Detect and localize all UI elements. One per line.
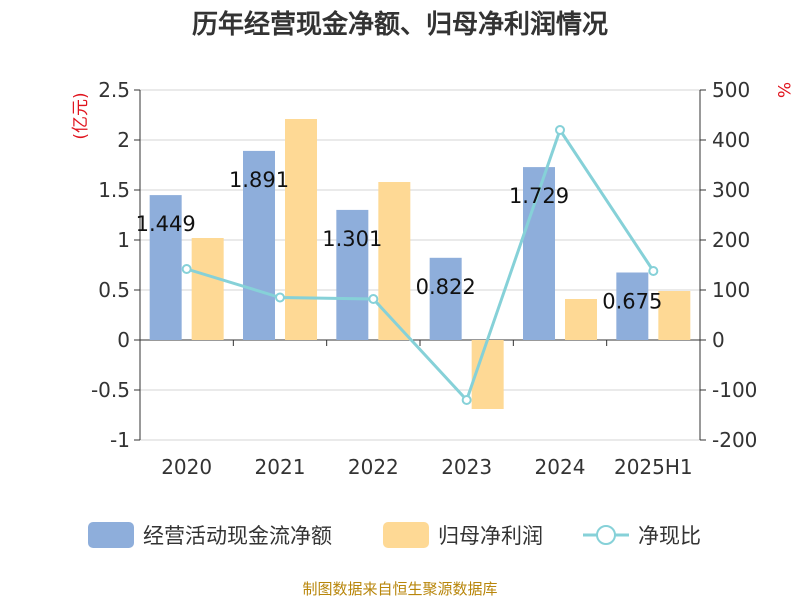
data-label: 1.449	[136, 212, 196, 236]
left-tick-label: 1	[117, 228, 130, 252]
left-tick-label: 2.5	[98, 78, 130, 102]
right-tick-label: 500	[712, 78, 750, 102]
x-tick-label: 2023	[441, 455, 492, 479]
x-axis: 2020 2021 2022 2023 2024 2025H1	[140, 339, 700, 479]
left-tick-label: 2	[117, 128, 130, 152]
right-tick-label: -100	[712, 378, 757, 402]
data-label: 0.822	[416, 275, 476, 299]
x-tick-label: 2022	[348, 455, 399, 479]
chart-title: 历年经营现金净额、归母净利润情况	[192, 9, 608, 40]
left-axis: 2.5 2 1.5 1 0.5 0 -0.5 -1 (亿元)	[71, 78, 141, 452]
right-axis-unit: %	[773, 82, 793, 98]
left-tick-label: -0.5	[91, 378, 130, 402]
right-tick-label: 400	[712, 128, 750, 152]
bar	[429, 257, 462, 340]
bar	[523, 167, 555, 340]
bar	[616, 272, 649, 340]
line-point	[648, 266, 659, 276]
line-point	[368, 294, 379, 304]
legend: 经营活动现金流净额 归母净利润 净现比	[88, 522, 701, 548]
x-tick-label: 2024	[535, 455, 586, 479]
legend-label: 归母净利润	[438, 524, 543, 548]
bar	[243, 150, 275, 340]
data-label: 1.729	[509, 184, 569, 208]
line-series	[181, 125, 659, 405]
grid-lines	[140, 89, 700, 441]
line-point	[275, 292, 285, 303]
line-point	[461, 395, 472, 405]
left-tick-label: 1.5	[98, 178, 130, 202]
line-point	[181, 264, 192, 274]
legend-label: 净现比	[638, 524, 701, 548]
right-tick-label: -200	[712, 428, 757, 452]
legend-label: 经营活动现金流净额	[143, 524, 332, 548]
line-point	[555, 125, 565, 135]
left-axis-unit: (亿元)	[71, 92, 91, 139]
right-tick-label: 200	[712, 228, 750, 252]
bar	[191, 238, 224, 340]
x-tick-label: 2025H1	[614, 455, 693, 479]
x-tick-label: 2021	[255, 455, 306, 479]
left-tick-label: 0	[117, 328, 130, 352]
right-axis: 500 400 300 200 100 0 -100 -200%	[699, 78, 793, 452]
source-note: 制图数据来自恒生聚源数据库	[302, 580, 497, 598]
right-tick-label: 300	[712, 178, 750, 202]
right-tick-label: 0	[712, 328, 725, 352]
legend-swatch	[383, 522, 429, 548]
legend-swatch	[88, 522, 134, 548]
legend-marker	[596, 525, 616, 545]
data-label: 0.675	[602, 290, 662, 314]
left-tick-label: 0.5	[98, 278, 130, 302]
bar	[285, 119, 317, 340]
data-label: 1.301	[322, 227, 382, 251]
bars	[149, 119, 691, 409]
right-tick-label: 100	[712, 278, 750, 302]
left-tick-label: -1	[110, 428, 130, 452]
line-path	[186, 126, 655, 403]
x-tick-label: 2020	[161, 455, 212, 479]
bar	[658, 291, 691, 340]
bar	[149, 195, 182, 340]
bar	[565, 299, 597, 340]
bar	[378, 182, 411, 340]
data-label: 1.891	[229, 168, 289, 192]
bar	[336, 209, 369, 340]
data-labels: 1.449 1.891 1.301 0.822 1.729 0.675	[136, 168, 663, 314]
